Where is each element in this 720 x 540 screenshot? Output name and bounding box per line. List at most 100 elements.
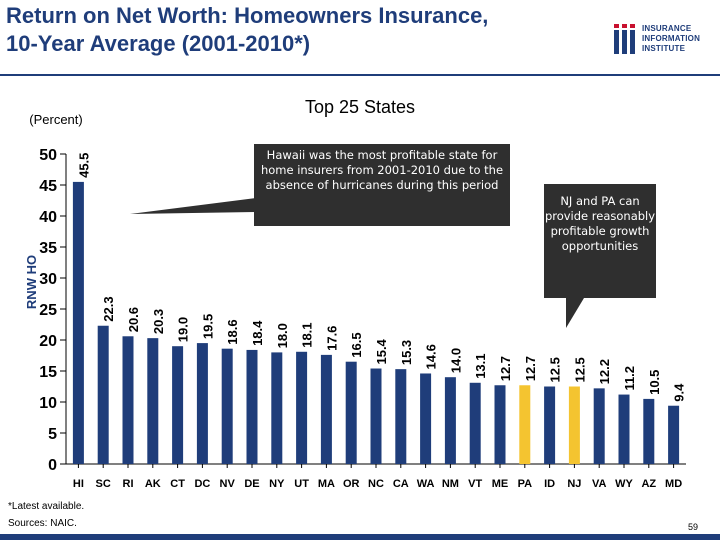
bar-sc [97, 325, 109, 464]
iii-logo-text: INSURANCE INFORMATION INSTITUTE [642, 24, 700, 54]
x-tick-label-nm: NM [442, 478, 459, 490]
value-label-nc: 15.4 [374, 338, 389, 364]
bar-ct [172, 346, 184, 464]
value-label-nj: 12.5 [572, 357, 587, 382]
logo-line-2: INFORMATION [642, 34, 701, 43]
value-label-wy: 11.2 [622, 366, 637, 391]
x-tick-label-id: ID [544, 478, 555, 490]
value-label-de: 18.4 [250, 320, 265, 346]
y-tick-label: 35 [39, 240, 57, 257]
bars [72, 181, 680, 464]
bar-or [345, 361, 357, 464]
value-label-nm: 14.0 [448, 348, 463, 373]
bar-nv [221, 348, 233, 464]
x-tick-label-ny: NY [269, 478, 285, 490]
bar-ma [320, 354, 332, 464]
bar-pa [519, 385, 531, 464]
x-tick-label-md: MD [665, 478, 682, 490]
title-line-1: Return on Net Worth: Homeowners Insuranc… [6, 3, 489, 28]
y-tick-label: 50 [39, 147, 57, 164]
value-label-nv: 18.6 [225, 319, 240, 344]
page-title: Return on Net Worth: Homeowners Insuranc… [6, 2, 606, 58]
njpa-callout: NJ and PA can provide reasonably profita… [544, 184, 656, 298]
logo-line-1: INSURANCE [642, 24, 692, 33]
y-axis-label: RNW HO [24, 255, 39, 309]
value-label-me: 12.7 [498, 356, 513, 381]
value-label-wa: 14.6 [424, 344, 439, 369]
x-tick-label-pa: PA [518, 478, 533, 490]
value-label-vt: 13.1 [473, 353, 488, 378]
bar-me [494, 385, 506, 464]
x-tick-label-az: AZ [641, 478, 656, 490]
value-label-sc: 22.3 [101, 296, 116, 321]
bar-wa [420, 373, 432, 464]
x-tick-label-ak: AK [145, 478, 161, 490]
bar-hi [72, 181, 84, 464]
y-tick-label: 10 [39, 395, 57, 412]
x-tick-label-vt: VT [468, 478, 482, 490]
bar-dc [196, 343, 208, 464]
value-label-hi: 45.5 [76, 153, 91, 178]
units-label: (Percent) [29, 112, 82, 127]
value-label-ma: 17.6 [324, 326, 339, 351]
x-tick-label-nv: NV [220, 478, 236, 490]
y-tick-label: 20 [39, 333, 57, 350]
bottom-rule [0, 534, 720, 540]
x-tick-label-ri: RI [123, 478, 134, 490]
x-tick-label-or: OR [343, 478, 360, 490]
x-tick-label-ut: UT [294, 478, 309, 490]
bar-ri [122, 336, 134, 464]
x-tick-label-ct: CT [170, 478, 185, 490]
y-tick-label: 0 [48, 457, 57, 474]
bar-wy [618, 394, 630, 464]
footnote-sources: Sources: NAIC. [8, 518, 77, 529]
value-label-dc: 19.5 [200, 314, 215, 339]
bar-ny [271, 352, 283, 464]
y-tick-label: 15 [39, 364, 57, 381]
value-label-or: 16.5 [349, 332, 364, 357]
bar-az [643, 398, 655, 464]
bar-ut [296, 351, 308, 464]
value-label-id: 12.5 [548, 357, 563, 382]
value-label-va: 12.2 [597, 359, 612, 384]
value-label-ri: 20.6 [126, 307, 141, 332]
value-label-az: 10.5 [647, 370, 662, 395]
value-label-ak: 20.3 [151, 309, 166, 334]
value-label-ny: 18.0 [275, 323, 290, 348]
bar-nj [568, 386, 580, 464]
chart-title: Top 25 States [305, 97, 415, 117]
x-tick-label-de: DE [244, 478, 259, 490]
title-line-2: 10-Year Average (2001-2010*) [6, 31, 311, 56]
x-tick-label-ma: MA [318, 478, 335, 490]
page-number: 59 [688, 522, 699, 532]
y-tick-label: 30 [39, 271, 57, 288]
bar-ak [147, 338, 159, 464]
value-label-ca: 15.3 [399, 340, 414, 365]
value-labels: 45.5 22.3 20.6 20.3 19.0 19.5 18.6 18.4 18.0 18.1… [76, 153, 686, 402]
y-tick-label: 45 [39, 178, 57, 195]
x-tick-label-wy: WY [615, 478, 633, 490]
bar-nc [370, 368, 382, 464]
y-tick-label: 40 [39, 209, 57, 226]
y-tick-label: 5 [48, 426, 57, 443]
tick-labels: 0 5 10 15 20 25 30 35 40 45 50 HI SC RI AK CT DC NV DE NY UT… [39, 147, 682, 490]
bar-chart: Top 25 States (Percent) RNW HO 45.5 22.3 2… [24, 97, 687, 490]
y-tick-label: 25 [39, 302, 57, 319]
bar-nm [444, 377, 456, 464]
x-tick-label-nc: NC [368, 478, 384, 490]
title-rule [0, 74, 720, 76]
hawaii-callout: Hawaii was the most profitable state for… [254, 144, 510, 226]
bar-vt [469, 382, 481, 464]
x-tick-label-sc: SC [96, 478, 111, 490]
value-label-pa: 12.7 [523, 356, 538, 381]
bar-va [593, 388, 605, 464]
bar-ca [395, 369, 407, 464]
bar-de [246, 349, 258, 464]
bar-md [668, 405, 680, 464]
x-tick-label-wa: WA [417, 478, 435, 490]
x-tick-label-dc: DC [194, 478, 210, 490]
x-tick-label-va: VA [592, 478, 607, 490]
bar-id [544, 386, 556, 464]
value-label-md: 9.4 [672, 383, 687, 402]
logo-line-3: INSTITUTE [642, 44, 686, 53]
